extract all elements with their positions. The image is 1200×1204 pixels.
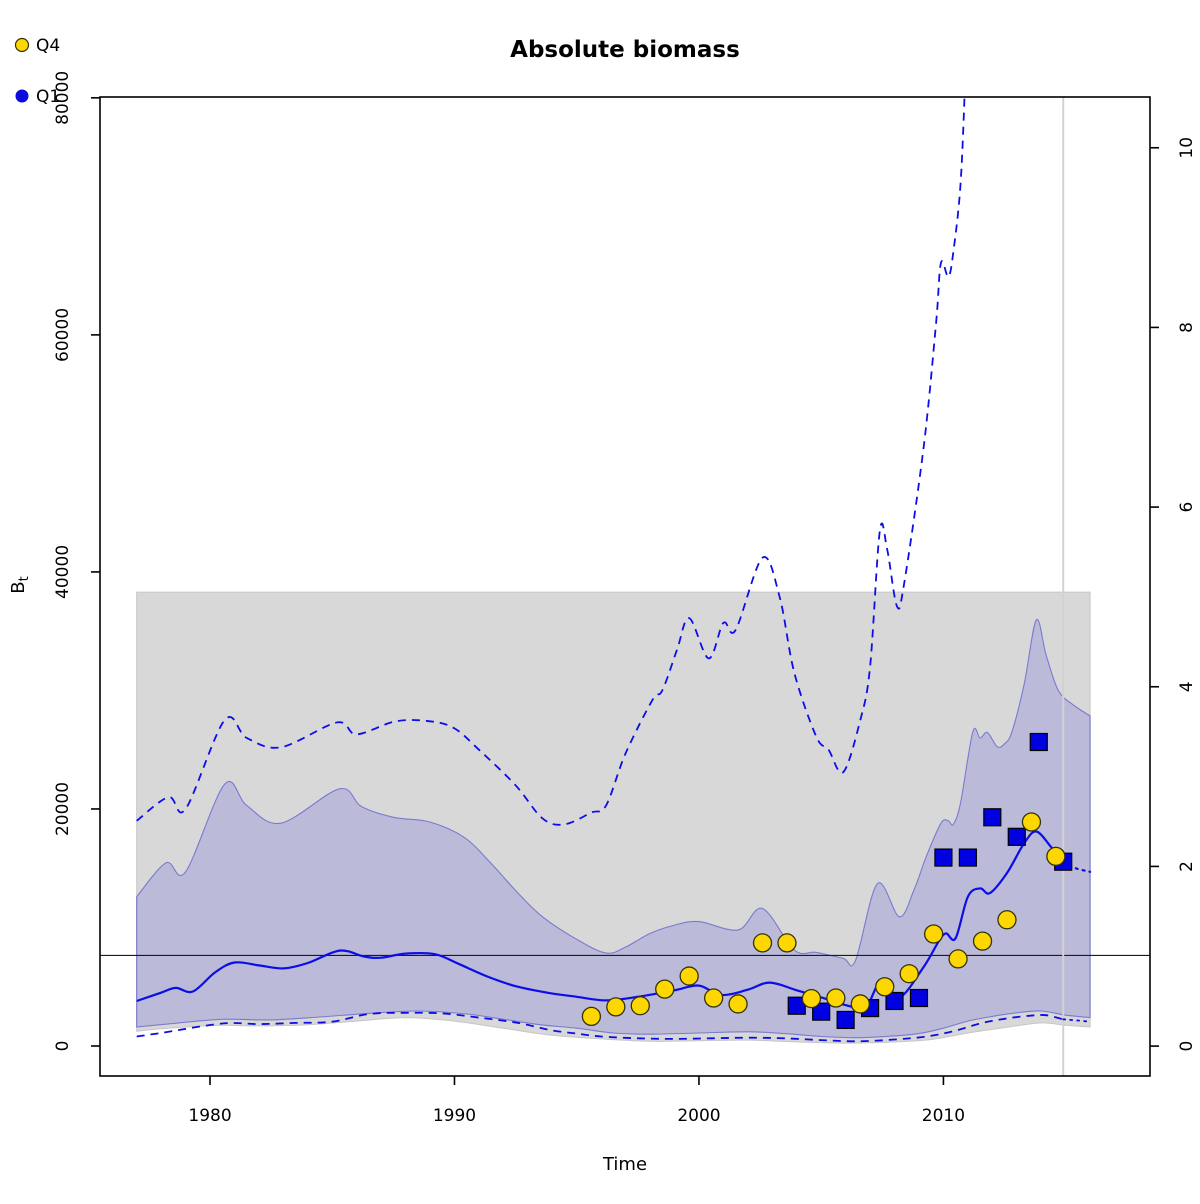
q1-observation-square (909, 988, 929, 1008)
legend: Q4 Q1 (14, 36, 60, 107)
y-left-tick-label: 60000 (53, 308, 73, 362)
chart-title: Absolute biomass (510, 37, 740, 63)
y-left-tick-label: 20000 (53, 782, 73, 836)
q4-observation-circle (606, 997, 626, 1017)
y-right-tick-label: 4 (1177, 681, 1197, 692)
q4-observation-circle (703, 988, 724, 1008)
q4-observation-circle (1046, 846, 1066, 867)
y-left-tick-label: 0 (53, 1041, 73, 1052)
q1-observation-square (836, 1010, 855, 1030)
q4-observation-circle (728, 994, 748, 1014)
q1-observation-square (1029, 732, 1048, 752)
x-axis-tick-label: 2010 (922, 1106, 965, 1126)
q4-observation-circle (679, 966, 699, 986)
plot-frame (99, 96, 1151, 1077)
q4-observation-circle (899, 964, 919, 984)
y-left-tick-label: 80000 (53, 71, 73, 125)
gray-confidence-band (136, 591, 1091, 1044)
confidence-bands (136, 591, 1091, 1044)
legend-q4-label: Q4 (36, 36, 60, 56)
q4-observation-circle (875, 977, 895, 997)
ci-lower-dashed-line (136, 1011, 1064, 1043)
q1-observation-square (885, 991, 904, 1011)
q4-observation-circle (630, 996, 650, 1016)
q1-observation-square (812, 1002, 831, 1021)
legend-q4-marker-icon (14, 37, 30, 53)
ci-lower-dotted-line (1062, 1018, 1091, 1023)
q4-observation-circle (850, 994, 870, 1014)
y-right-tick-label: 0 (1177, 1041, 1197, 1052)
ci-upper-dashed-line (136, 97, 966, 826)
y-axis-label-main: B (8, 581, 29, 593)
q1-observation-square (934, 848, 953, 867)
legend-q1-label: Q1 (36, 87, 60, 107)
blue-confidence-band (136, 618, 1091, 1039)
q1-observation-square (1007, 827, 1026, 846)
y-left-tick-label: 40000 (53, 545, 73, 599)
observation-points (581, 732, 1073, 1030)
q4-observation-circle (752, 933, 773, 953)
x-axis-tick-label: 2000 (677, 1106, 720, 1126)
x-axis-tick-label: 1980 (188, 1106, 231, 1126)
x-axis-label: Time (602, 1154, 647, 1175)
q4-observation-circle (923, 924, 944, 944)
reference-lines (100, 97, 1150, 1076)
y-right-tick-label: 8 (1177, 322, 1197, 333)
y-right-tick-label: 10 (1177, 137, 1197, 159)
q4-observation-circle (826, 988, 846, 1008)
q4-observation-circle (948, 949, 968, 969)
biomass-estimate-line (136, 830, 1065, 1009)
legend-q1-marker-icon (15, 89, 29, 103)
y-right-tick-label: 2 (1177, 861, 1197, 872)
q1-observation-square (983, 808, 1002, 827)
y-axis-label-subscript: t (17, 576, 32, 581)
y-axis-label: Bt (8, 576, 32, 593)
x-axis-tick-label: 1990 (433, 1106, 476, 1126)
q4-observation-circle (972, 931, 993, 951)
q4-observation-circle (997, 910, 1017, 930)
y-right-tick-label: 6 (1177, 502, 1197, 513)
q4-observation-circle (581, 1006, 602, 1027)
q4-observation-circle (1021, 812, 1042, 832)
axes: 1980 1990 2000 2010 0 20000 40000 60000 80000 0 2 4… (53, 71, 1197, 1126)
q4-observation-circle (655, 979, 675, 999)
q4-observation-circle (801, 988, 822, 1009)
q4-observation-circle (777, 933, 797, 953)
q1-observation-square (958, 848, 977, 867)
